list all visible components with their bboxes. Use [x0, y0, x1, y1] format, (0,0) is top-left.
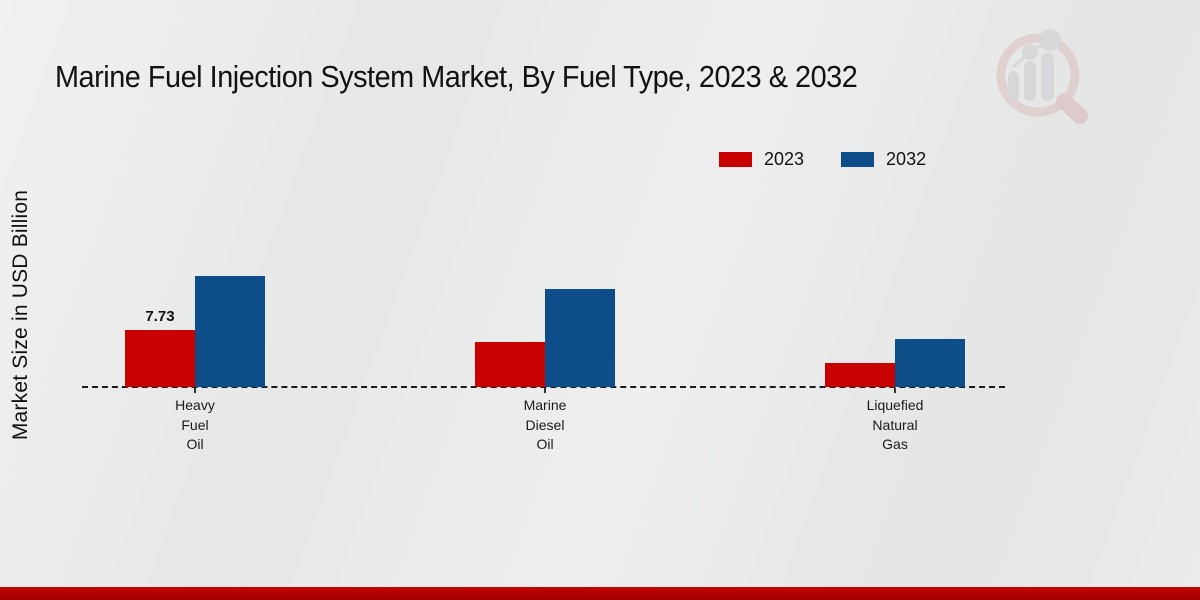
chart-title: Marine Fuel Injection System Market, By …	[55, 58, 858, 94]
category-label-liquefied-natural-gas: Liquefied Natural Gas	[866, 397, 924, 452]
legend-item-2023: 2023	[719, 149, 804, 170]
category-label-heavy-fuel-oil: Heavy Fuel Oil	[175, 397, 215, 452]
bar-2032-liquefied-natural-gas	[895, 339, 965, 387]
x-axis-baseline	[82, 386, 1005, 388]
legend-swatch-2032	[841, 152, 875, 167]
brand-watermark-icon	[988, 25, 1088, 125]
legend-swatch-2023	[719, 152, 752, 167]
bar-2023-marine-diesel-oil	[475, 342, 545, 387]
bar-2023-liquefied-natural-gas	[825, 363, 895, 387]
x-axis-tick	[894, 388, 896, 393]
legend-label-2032: 2032	[886, 149, 927, 169]
bar-2032-heavy-fuel-oil	[195, 276, 265, 387]
legend: 2023 2032	[719, 149, 926, 170]
footer-stripe	[0, 587, 1200, 600]
x-axis-tick	[544, 388, 546, 393]
x-axis-tick	[194, 388, 196, 393]
data-label-2023: 7.73	[145, 308, 175, 325]
bar-2023-heavy-fuel-oil	[125, 330, 195, 387]
bar-2032-marine-diesel-oil	[545, 289, 615, 387]
category-label-marine-diesel-oil: Marine Diesel Oil	[523, 397, 567, 452]
legend-item-2032: 2032	[841, 149, 926, 170]
legend-label-2023: 2023	[764, 149, 805, 169]
